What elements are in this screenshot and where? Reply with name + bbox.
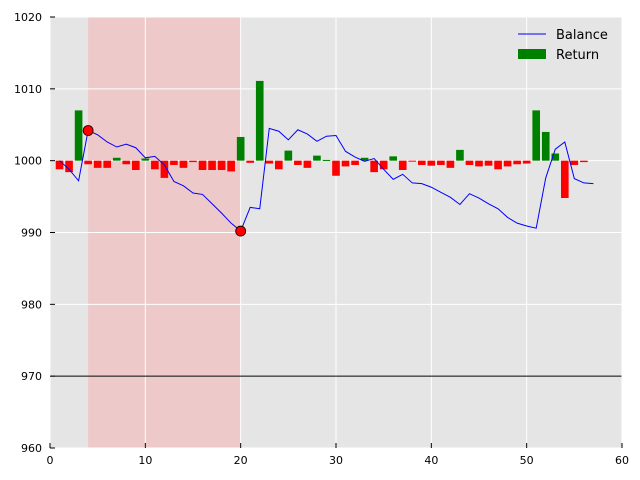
return-bar — [208, 160, 216, 171]
return-bar — [341, 160, 350, 167]
return-bar — [389, 156, 398, 161]
return-bar — [446, 160, 455, 168]
return-bar — [322, 159, 331, 161]
return-bar — [74, 110, 83, 161]
y-tick-label: 1000 — [14, 155, 42, 168]
return-bar — [580, 160, 588, 163]
x-tick-label: 0 — [47, 454, 54, 467]
return-bar — [274, 160, 283, 170]
return-bar — [398, 160, 407, 171]
return-bar — [265, 160, 274, 164]
return-bar — [417, 160, 426, 165]
return-bar — [332, 160, 340, 176]
y-tick-label: 1010 — [14, 83, 42, 96]
x-axis-ticks: 0 10 20 30 40 50 60 — [47, 443, 629, 467]
return-bar — [560, 160, 569, 199]
legend-bar-swatch — [518, 49, 546, 59]
y-tick-label: 980 — [21, 298, 42, 311]
return-bar — [112, 157, 121, 161]
x-tick-label: 20 — [234, 454, 248, 467]
return-bar — [427, 160, 436, 166]
legend: Balance Return — [518, 28, 608, 63]
return-bar — [532, 110, 541, 161]
return-bar — [370, 160, 378, 173]
return-bar — [456, 149, 464, 161]
return-bar — [294, 160, 302, 165]
return-bar — [313, 155, 321, 161]
return-bar — [503, 160, 512, 167]
y-axis-ticks: 960 970 980 990 1000 1010 1020 — [14, 11, 55, 455]
return-bar — [103, 160, 112, 168]
return-bar — [227, 160, 235, 172]
y-tick-label: 990 — [21, 227, 42, 240]
return-bar — [484, 160, 493, 166]
marker-points — [82, 125, 247, 237]
marker-point — [235, 225, 247, 237]
return-bar — [379, 160, 388, 170]
legend-label: Return — [556, 48, 599, 63]
legend-label: Balance — [556, 28, 608, 43]
x-tick-label: 50 — [520, 454, 534, 467]
return-bar — [55, 160, 64, 170]
return-bar — [255, 80, 264, 161]
return-bar — [570, 160, 579, 165]
balance-line — [59, 127, 594, 232]
return-bar — [465, 160, 474, 165]
return-bar — [437, 160, 445, 165]
return-bar — [198, 160, 207, 171]
x-tick-label: 40 — [424, 454, 438, 467]
return-bar — [236, 136, 245, 161]
marker-point — [82, 125, 94, 136]
return-bar — [284, 150, 293, 161]
return-bar — [65, 160, 73, 173]
return-bar — [303, 160, 312, 168]
return-bar — [551, 153, 560, 161]
return-bar — [217, 160, 226, 171]
return-bar — [151, 160, 159, 170]
return-bar — [475, 160, 483, 167]
return-bar — [131, 160, 140, 171]
y-tick-label: 1020 — [14, 11, 42, 24]
x-tick-label: 10 — [138, 454, 152, 467]
return-bar — [93, 160, 102, 168]
return-bar — [513, 160, 521, 165]
return-bar — [522, 160, 531, 164]
return-bar — [141, 158, 150, 161]
y-tick-label: 960 — [21, 442, 42, 455]
x-tick-label: 30 — [329, 454, 343, 467]
return-bar — [494, 160, 502, 170]
return-bar — [360, 157, 369, 161]
return-bars — [55, 80, 588, 199]
return-bar — [122, 160, 131, 165]
return-bar — [351, 160, 359, 165]
y-tick-label: 970 — [21, 370, 42, 383]
return-bar — [160, 160, 169, 178]
return-bar — [246, 160, 255, 163]
return-bar — [541, 131, 550, 161]
return-bar — [84, 160, 92, 165]
x-tick-label: 60 — [615, 454, 629, 467]
return-bar — [189, 160, 197, 163]
return-bar — [408, 160, 417, 162]
return-bar — [179, 160, 188, 168]
return-bar — [170, 160, 178, 165]
